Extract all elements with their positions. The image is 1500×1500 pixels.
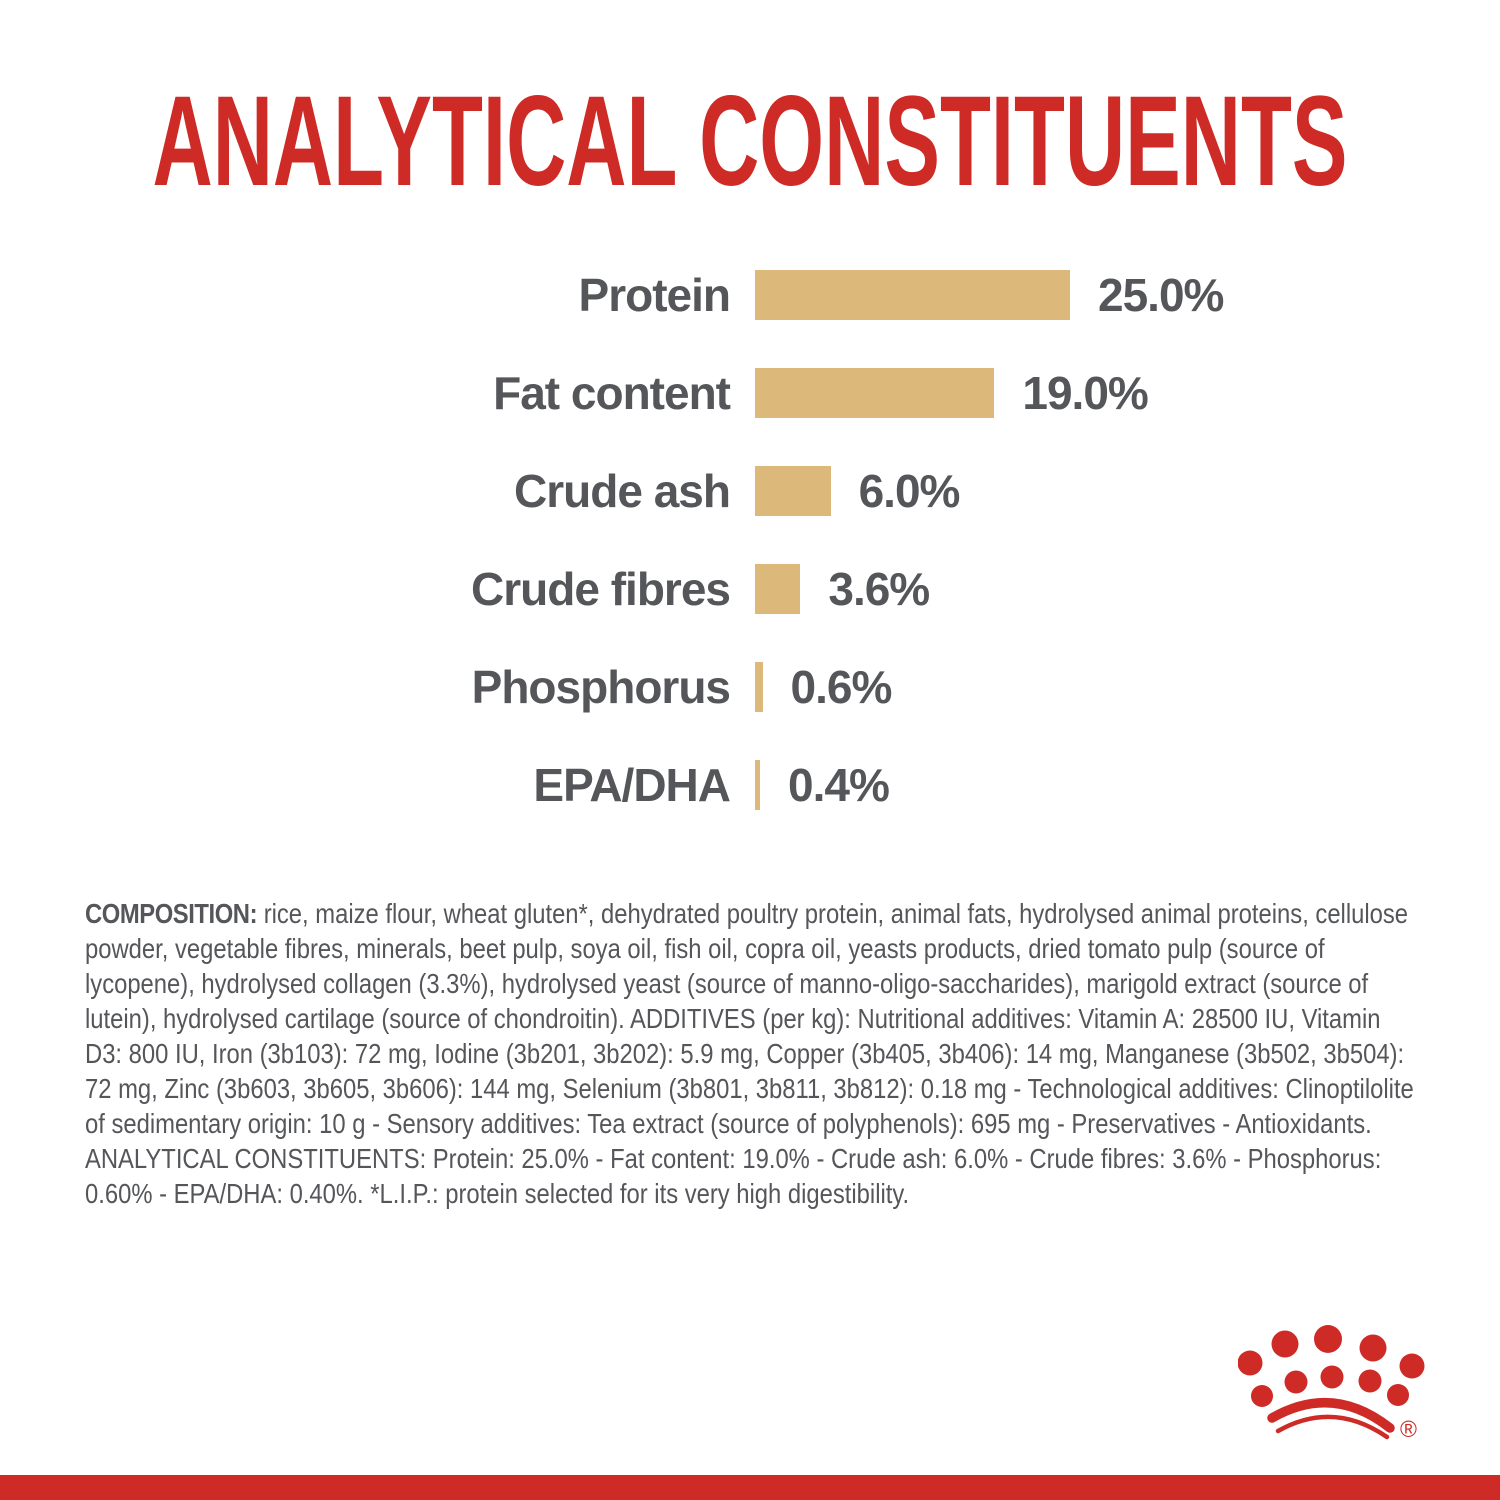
- constituent-label: EPA/DHA: [533, 759, 731, 811]
- chart-row-crude-ash: Crude ash 6.0%: [0, 442, 1500, 540]
- chart-row-epa-dha: EPA/DHA 0.4%: [0, 736, 1500, 834]
- constituent-label: Crude fibres: [471, 563, 731, 615]
- constituent-value: 6.0%: [858, 465, 961, 517]
- chart-bar: [755, 662, 763, 712]
- composition-heading: COMPOSITION:: [85, 898, 258, 929]
- footer-stripe: [0, 1475, 1500, 1500]
- chart-row-crude-fibres: Crude fibres 3.6%: [0, 540, 1500, 638]
- chart-bar: [755, 270, 1070, 320]
- constituent-value: 25.0%: [1098, 269, 1224, 321]
- constituent-value: 3.6%: [828, 563, 930, 615]
- chart-bar: [755, 466, 831, 516]
- constituent-label: Crude ash: [514, 465, 731, 517]
- composition-body: rice, maize flour, wheat gluten*, dehydr…: [85, 898, 1414, 1209]
- chart-row-protein: Protein 25.0%: [0, 246, 1500, 344]
- crown-icon: ®: [1237, 1325, 1425, 1442]
- constituent-value: 0.6%: [790, 661, 893, 713]
- chart-bar: [755, 564, 801, 614]
- page-title: ANALYTICAL CONSTITUENTS: [0, 80, 1500, 200]
- chart-row-fat-content: Fat content 19.0%: [0, 344, 1500, 442]
- chart-row-phosphorus: Phosphorus 0.6%: [0, 638, 1500, 736]
- royal-canin-crown-logo: ®: [1237, 1325, 1438, 1455]
- title-svg: ANALYTICAL CONSTITUENTS: [153, 80, 1348, 200]
- constituent-label: Fat content: [493, 367, 731, 419]
- constituent-label: Phosphorus: [471, 661, 731, 713]
- composition-text: COMPOSITION: rice, maize flour, wheat gl…: [85, 896, 1415, 1211]
- title-text: ANALYTICAL CONSTITUENTS: [153, 80, 1348, 200]
- registered-mark: ®: [1400, 1416, 1417, 1442]
- chart-bar: [755, 368, 995, 418]
- constituent-label: Protein: [578, 269, 731, 321]
- analytical-constituents-chart: Protein 25.0% Fat content 19.0% Crude as…: [0, 246, 1500, 834]
- constituent-value: 19.0%: [1022, 367, 1148, 419]
- constituent-value: 0.4%: [788, 759, 890, 811]
- chart-bar: [755, 760, 761, 810]
